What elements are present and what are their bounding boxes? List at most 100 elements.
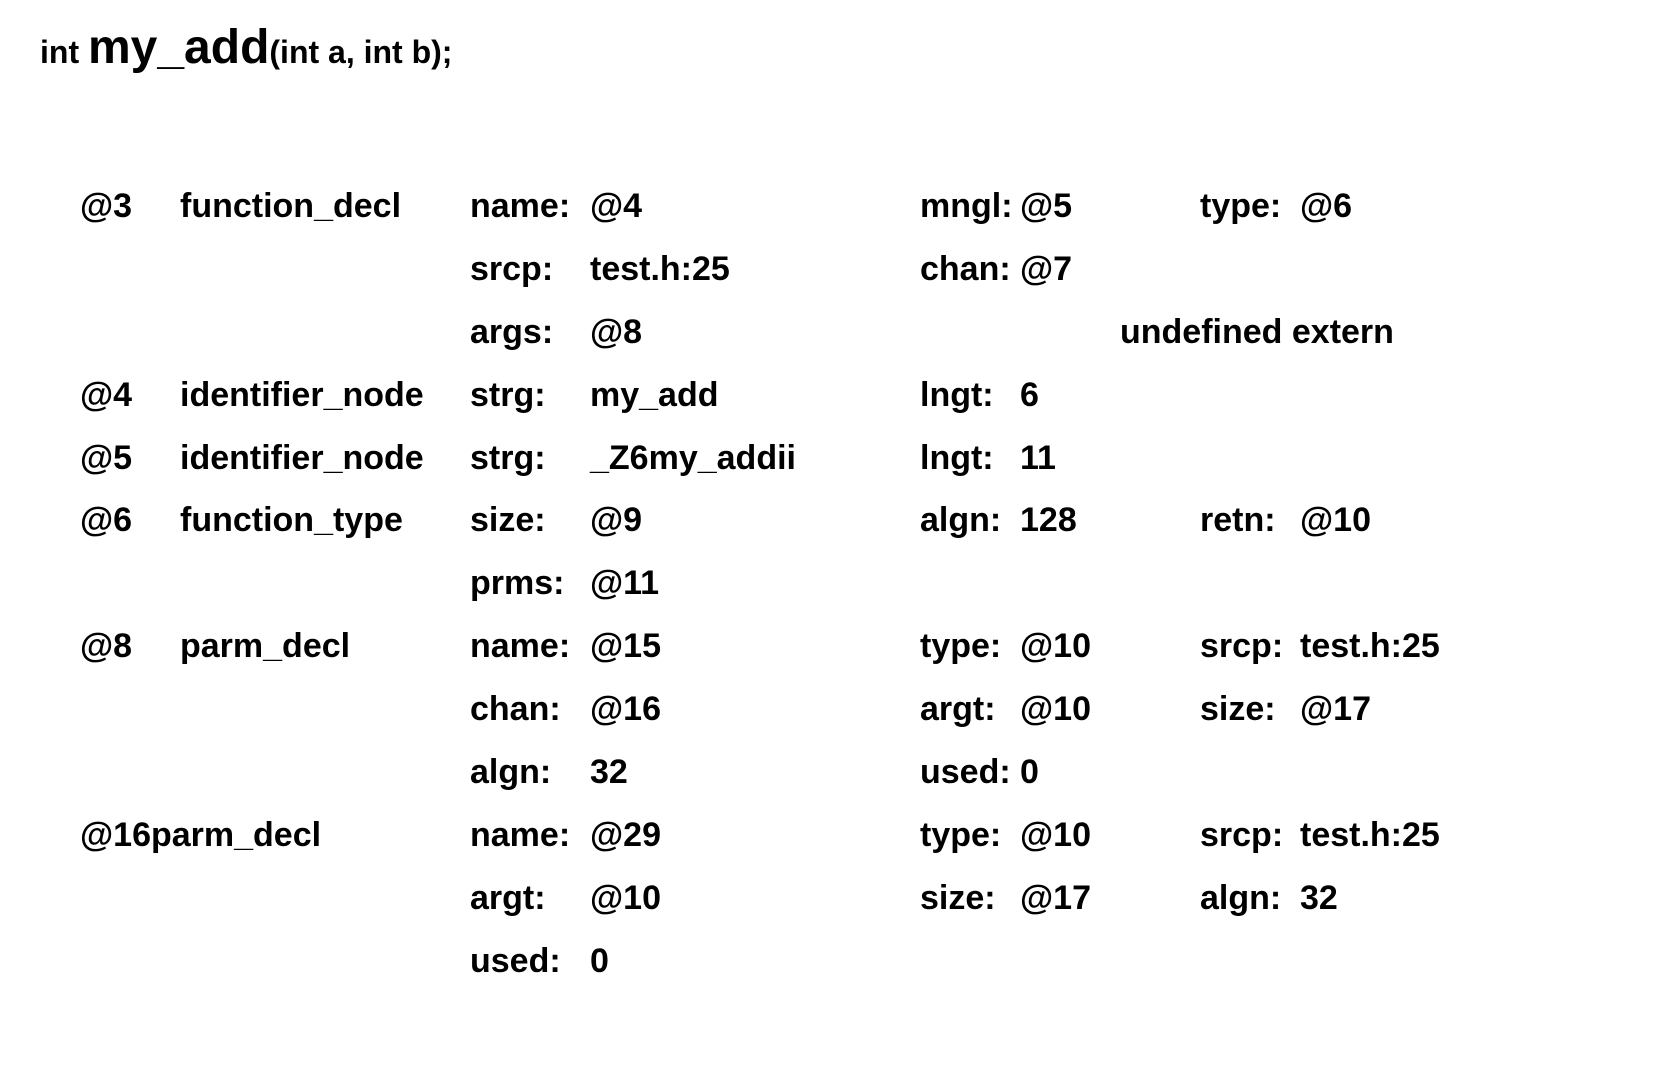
val-3 <box>1300 741 1600 804</box>
tree-row: srcp:test.h:25chan:@7 <box>80 238 1630 301</box>
key-3: algn: <box>1200 867 1300 930</box>
key-1: strg: <box>470 427 590 490</box>
val-1: _Z6my_addii <box>590 427 920 490</box>
node-id <box>80 678 180 741</box>
node-id <box>80 552 180 615</box>
function-params: (int a, int b); <box>269 34 452 70</box>
node-id <box>80 867 180 930</box>
val-1: @11 <box>590 552 920 615</box>
node-id-kind: @16parm_decl <box>80 804 470 867</box>
key-1: used: <box>470 930 590 993</box>
tree-dump-table: @3function_declname:@4mngl:@5type:@6srcp… <box>80 175 1630 993</box>
tree-row: chan:@16argt:@10size:@17 <box>80 678 1630 741</box>
node-kind <box>180 301 470 364</box>
tree-row: used:0 <box>80 930 1630 993</box>
val-2: 6 <box>1020 364 1200 427</box>
val-3: test.h:25 <box>1300 615 1600 678</box>
key-1: prms: <box>470 552 590 615</box>
val-1: @29 <box>590 804 920 867</box>
val-2: @10 <box>1020 615 1200 678</box>
val-3: @17 <box>1300 678 1600 741</box>
key-2: type: <box>920 615 1020 678</box>
val-1: 32 <box>590 741 920 804</box>
key-3: retn: <box>1200 489 1300 552</box>
key-1: strg: <box>470 364 590 427</box>
key-1: args: <box>470 301 590 364</box>
key-3 <box>1200 930 1300 993</box>
key-1: chan: <box>470 678 590 741</box>
key-2: argt: <box>920 678 1020 741</box>
tree-row: @4identifier_nodestrg:my_addlngt:6 <box>80 364 1630 427</box>
function-name: my_add <box>88 21 269 74</box>
node-id <box>80 301 180 364</box>
tree-row: @5identifier_nodestrg:_Z6my_addiilngt:11 <box>80 427 1630 490</box>
node-id <box>80 238 180 301</box>
val-2: 11 <box>1020 427 1200 490</box>
node-kind <box>180 741 470 804</box>
tree-row: @8parm_declname:@15type:@10srcp:test.h:2… <box>80 615 1630 678</box>
val-2: @17 <box>1020 867 1200 930</box>
key-2: lngt: <box>920 364 1020 427</box>
node-kind <box>180 238 470 301</box>
key-1: srcp: <box>470 238 590 301</box>
node-kind <box>180 867 470 930</box>
key-3 <box>1200 238 1300 301</box>
val-1: @16 <box>590 678 920 741</box>
val-1: @9 <box>590 489 920 552</box>
tree-row: args:@8 undefined extern <box>80 301 1630 364</box>
key-1: name: <box>470 804 590 867</box>
key-3: srcp: <box>1200 615 1300 678</box>
tree-row: algn:32used:0 <box>80 741 1630 804</box>
val-1: my_add <box>590 364 920 427</box>
node-id <box>80 930 180 993</box>
tree-row: @16parm_declname:@29type:@10srcp:test.h:… <box>80 804 1630 867</box>
key-3: size: <box>1200 678 1300 741</box>
val-3: @10 <box>1300 489 1600 552</box>
node-id: @5 <box>80 427 180 490</box>
tree-row: argt:@10size:@17algn:32 <box>80 867 1630 930</box>
key-3 <box>1200 427 1300 490</box>
node-id: @8 <box>80 615 180 678</box>
val-3 <box>1300 238 1600 301</box>
key-2: chan: <box>920 238 1020 301</box>
val-3 <box>1300 427 1600 490</box>
val-1: @10 <box>590 867 920 930</box>
node-kind <box>180 552 470 615</box>
node-id: @3 <box>80 175 180 238</box>
val-1: test.h:25 <box>590 238 920 301</box>
key-3 <box>1200 364 1300 427</box>
val-2: @7 <box>1020 238 1200 301</box>
node-id: @4 <box>80 364 180 427</box>
node-kind: identifier_node <box>180 364 470 427</box>
key-2: lngt: <box>920 427 1020 490</box>
key-3 <box>1200 741 1300 804</box>
node-kind <box>180 678 470 741</box>
key-1: name: <box>470 175 590 238</box>
key-2: type: <box>920 804 1020 867</box>
key-1: argt: <box>470 867 590 930</box>
val-1: 0 <box>590 930 920 993</box>
val-2: 128 <box>1020 489 1200 552</box>
val-3 <box>1300 552 1600 615</box>
val-3 <box>1300 364 1600 427</box>
val-1: @8 <box>590 301 920 364</box>
val-2: @10 <box>1020 804 1200 867</box>
key-3: srcp: <box>1200 804 1300 867</box>
val-3: undefined extern <box>1120 301 1420 364</box>
function-signature: int my_add(int a, int b); <box>40 20 1630 75</box>
key-2 <box>920 552 1020 615</box>
node-kind: parm_decl <box>180 615 470 678</box>
val-3 <box>1300 930 1600 993</box>
node-kind: identifier_node <box>180 427 470 490</box>
key-2: used: <box>920 741 1020 804</box>
key-2 <box>920 301 1020 364</box>
val-1: @4 <box>590 175 920 238</box>
val-3: @6 <box>1300 175 1600 238</box>
key-1: name: <box>470 615 590 678</box>
key-1: size: <box>470 489 590 552</box>
node-kind: function_type <box>180 489 470 552</box>
val-2 <box>1020 552 1200 615</box>
tree-row: @6function_typesize:@9algn:128retn:@10 <box>80 489 1630 552</box>
key-2: mngl: <box>920 175 1020 238</box>
key-2: algn: <box>920 489 1020 552</box>
